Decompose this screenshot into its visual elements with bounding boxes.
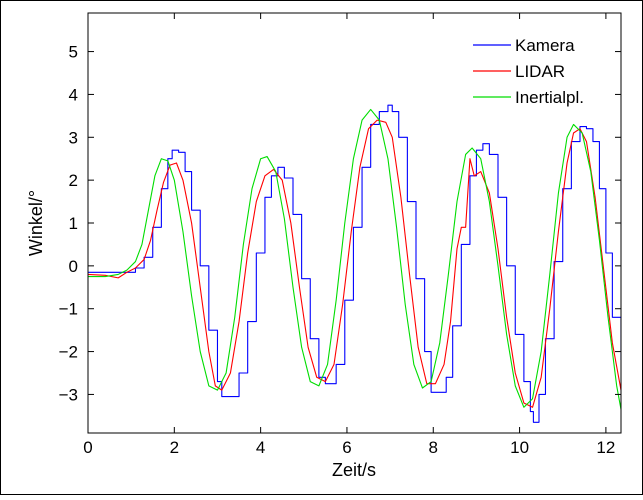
x-tick-label: 2 bbox=[170, 438, 179, 457]
series-line-lidar bbox=[88, 119, 621, 408]
y-tick-label: −3 bbox=[59, 385, 78, 404]
y-tick-label: 0 bbox=[69, 257, 78, 276]
x-tick-label: 6 bbox=[342, 438, 351, 457]
y-tick-label: −1 bbox=[59, 300, 78, 319]
x-tick-label: 10 bbox=[510, 438, 529, 457]
y-tick-label: 3 bbox=[69, 128, 78, 147]
x-tick-label: 8 bbox=[429, 438, 438, 457]
y-tick-label: 1 bbox=[69, 214, 78, 233]
series-line-inertialpl bbox=[88, 108, 621, 410]
x-axis-label: Zeit/s bbox=[332, 460, 376, 480]
legend-label: LIDAR bbox=[515, 62, 565, 81]
y-axis-label: Winkel/° bbox=[26, 190, 46, 256]
x-tick-label: 12 bbox=[596, 438, 615, 457]
y-tick-label: 4 bbox=[69, 85, 78, 104]
legend-label: Inertialpl. bbox=[515, 88, 584, 107]
y-tick-label: 2 bbox=[69, 171, 78, 190]
x-tick-label: 4 bbox=[256, 438, 265, 457]
legend: Kamera LIDAR Inertialpl. bbox=[473, 36, 584, 107]
series-layer bbox=[88, 104, 621, 423]
x-tick-label: 0 bbox=[83, 438, 92, 457]
y-tick-label: 5 bbox=[69, 43, 78, 62]
series-line-kamera bbox=[88, 104, 621, 423]
legend-label: Kamera bbox=[515, 36, 575, 55]
y-tick-label: −2 bbox=[59, 343, 78, 362]
